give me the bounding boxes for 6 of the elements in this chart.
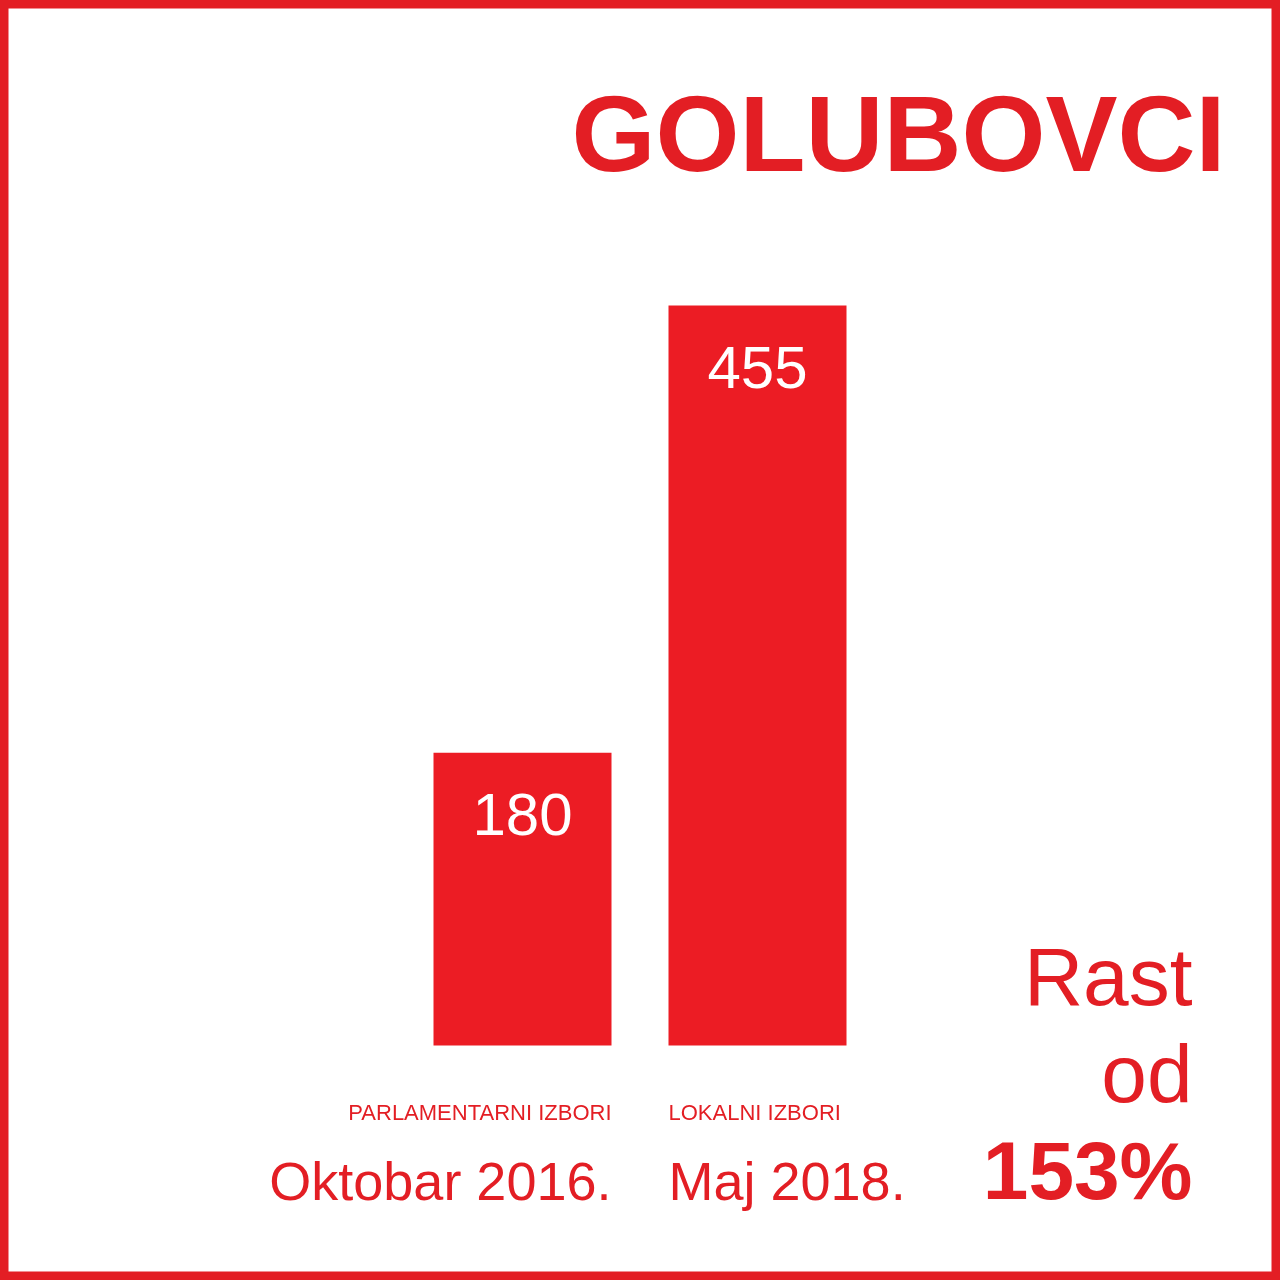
x-tick-label: LOKALNI IZBORI Maj 2018. [668, 1100, 906, 1211]
data-label: 180 [472, 781, 573, 849]
x-tick-label: PARLAMENTARNI IZBORI Oktobar 2016. [269, 1100, 612, 1211]
data-label: 455 [707, 334, 808, 401]
chart-title: GOLUBOVCI [571, 73, 1226, 194]
text: Rast od 153% [982, 931, 1193, 1216]
